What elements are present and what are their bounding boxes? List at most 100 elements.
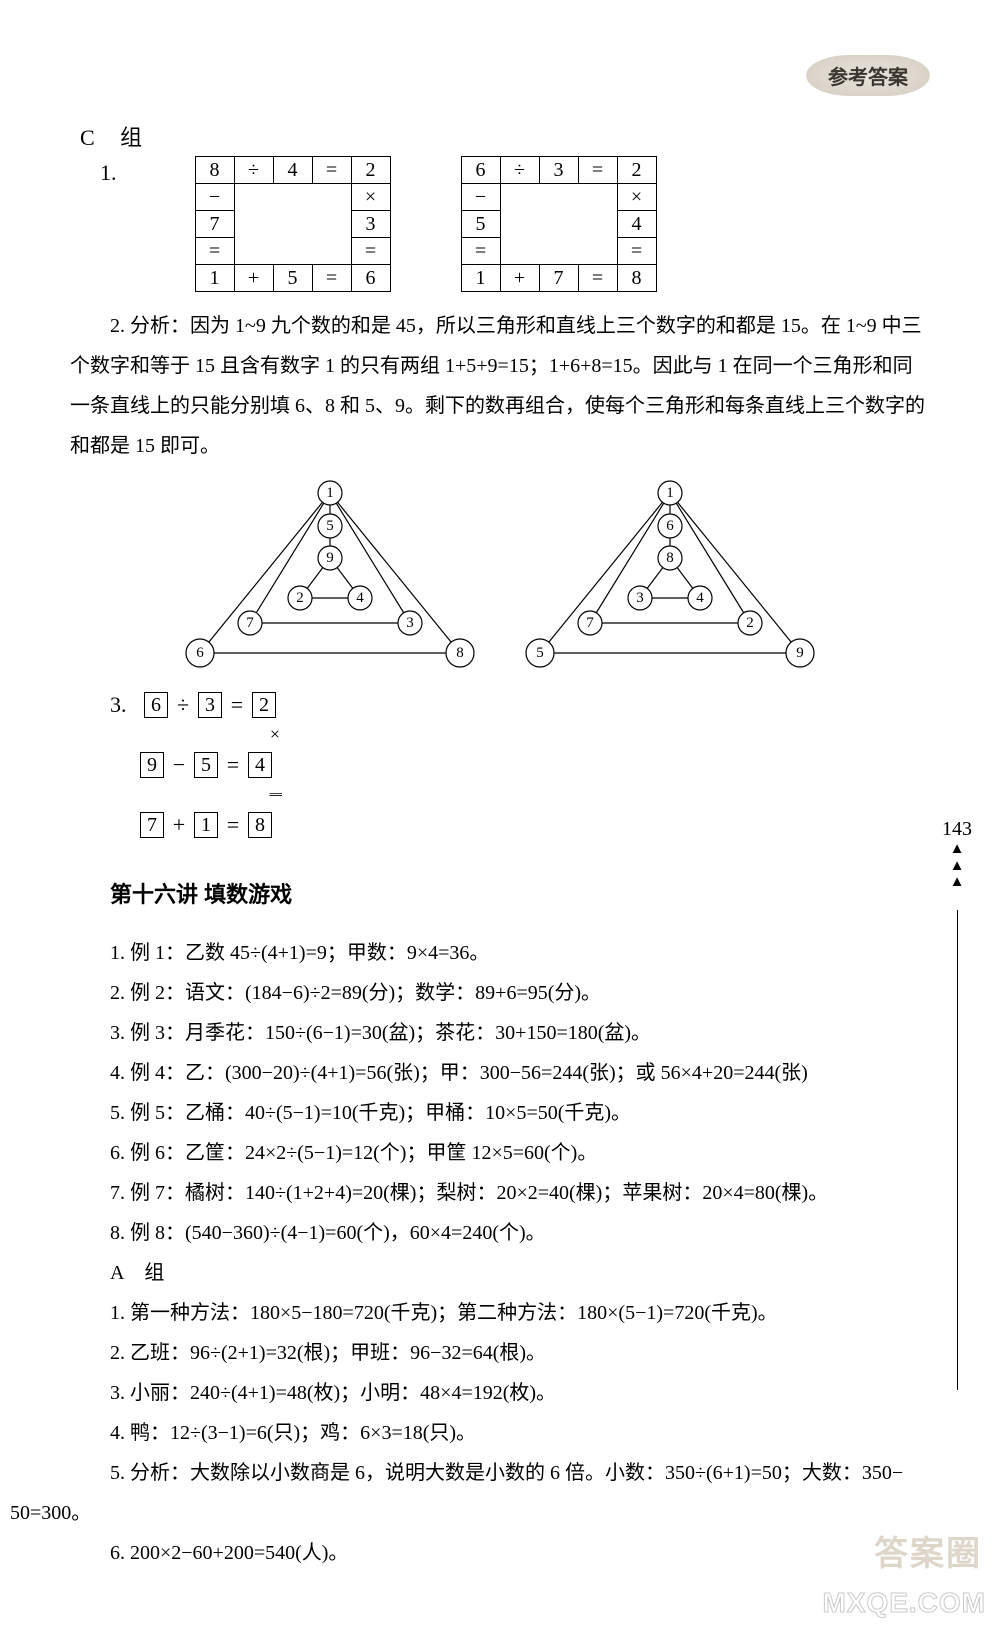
- chapter-title: 第十六讲 填数游戏: [110, 877, 940, 909]
- grid-cell: =: [195, 238, 234, 265]
- grid-cell: =: [351, 238, 390, 265]
- triangle-marker-icon: ▲: [942, 874, 972, 891]
- example-line: 3. 例 3：月季花：150÷(6−1)=30(盆)；茶花：30+150=180…: [110, 1013, 930, 1053]
- q3-op: +: [170, 808, 188, 841]
- svg-text:5: 5: [326, 518, 334, 534]
- q3-box: 7: [140, 812, 164, 838]
- grid-cell: 4: [273, 157, 312, 184]
- triangle-left: 159247368: [180, 478, 480, 668]
- grid-cell: =: [617, 238, 656, 265]
- grid-cell: [234, 238, 273, 265]
- svg-text:1: 1: [326, 485, 334, 501]
- grid-table-2: 6÷3=2−×54==1+7=8: [461, 156, 657, 292]
- q1-label: 1.: [100, 160, 117, 186]
- q2-analysis: 2. 分析：因为 1~9 九个数的和是 45，所以三角形和直线上三个数字的和都是…: [70, 306, 930, 466]
- group-a-label: A 组: [110, 1253, 930, 1293]
- group-a-line: 4. 鸭：12÷(3−1)=6(只)；鸡：6×3=18(只)。: [110, 1413, 930, 1453]
- q3-block: 3. 6 ÷ 3 = 2 × 9 − 5 = 4 ‖ 7 + 1 = 8: [110, 688, 940, 841]
- grid-cell: ×: [617, 184, 656, 211]
- triangle-diagrams: 159247368 168347259: [60, 478, 940, 668]
- grid-cell: [312, 211, 351, 238]
- example-line: 1. 例 1：乙数 45÷(4+1)=9；甲数：9×4=36。: [110, 933, 930, 973]
- grid-cell: ÷: [500, 157, 539, 184]
- grid-cell: ×: [351, 184, 390, 211]
- grid-cell: [273, 184, 312, 211]
- example-line: 5. 例 5：乙桶：40÷(5−1)=10(千克)；甲桶：10×5=50(千克)…: [110, 1093, 930, 1133]
- q3-box: 4: [248, 752, 272, 778]
- q3-box: 8: [248, 812, 272, 838]
- grid-cell: [500, 238, 539, 265]
- example-line: 7. 例 7：橘树：140÷(1+2+4)=20(棵)；梨树：20×2=40(棵…: [110, 1173, 930, 1213]
- q3-op: ÷: [174, 688, 192, 721]
- svg-text:1: 1: [666, 485, 674, 501]
- svg-text:2: 2: [296, 590, 304, 606]
- grid-cell: 8: [617, 265, 656, 292]
- q3-op: =: [224, 808, 242, 841]
- q3-box: 1: [194, 812, 218, 838]
- grid-cell: [312, 238, 351, 265]
- grid-cell: =: [312, 265, 351, 292]
- svg-text:2: 2: [746, 615, 754, 631]
- grid-cell: [273, 238, 312, 265]
- example-line: 8. 例 8：(540−360)÷(4−1)=60(个)，60×4=240(个)…: [110, 1213, 930, 1253]
- grid-cell: [312, 184, 351, 211]
- q3-op: −: [170, 748, 188, 781]
- grid-cell: +: [234, 265, 273, 292]
- q3-box: 9: [140, 752, 164, 778]
- group-a-line: 3. 小丽：240÷(4+1)=48(枚)；小明：48×4=192(枚)。: [110, 1373, 930, 1413]
- grid-cell: 2: [351, 157, 390, 184]
- page-number: 143: [942, 818, 972, 841]
- group-c-label: C 组: [80, 120, 940, 152]
- grid-cell: [578, 184, 617, 211]
- svg-text:9: 9: [326, 550, 334, 566]
- grid-cell: +: [500, 265, 539, 292]
- example-line: 4. 例 4：乙：(300−20)÷(4+1)=56(张)；甲：300−56=2…: [110, 1053, 930, 1093]
- grid-cell: [539, 211, 578, 238]
- grid-cell: 4: [617, 211, 656, 238]
- grid-cell: 7: [195, 211, 234, 238]
- svg-text:4: 4: [356, 590, 364, 606]
- q3-op: =: [224, 748, 242, 781]
- q3-box: 2: [252, 692, 276, 718]
- grid-cell: =: [312, 157, 351, 184]
- group-a-list: 1. 第一种方法：180×5−180=720(千克)；第二种方法：180×(5−…: [110, 1293, 930, 1493]
- q3-box: 6: [144, 692, 168, 718]
- svg-text:8: 8: [666, 550, 674, 566]
- svg-text:4: 4: [696, 590, 704, 606]
- grid-cell: 3: [539, 157, 578, 184]
- svg-text:6: 6: [666, 518, 674, 534]
- watermark-url: MXQE.COM: [822, 1587, 986, 1619]
- example-line: 2. 例 2：语文：(184−6)÷2=89(分)；数学：89+6=95(分)。: [110, 973, 930, 1013]
- grid-cell: [273, 211, 312, 238]
- group-a-line: 5. 分析：大数除以小数商是 6，说明大数是小数的 6 倍。小数：350÷(6+…: [110, 1453, 930, 1493]
- watermark-text: 答案圈: [874, 1526, 982, 1575]
- grid-cell: 8: [195, 157, 234, 184]
- grid-cell: −: [195, 184, 234, 211]
- examples-list: 1. 例 1：乙数 45÷(4+1)=9；甲数：9×4=36。2. 例 2：语文…: [110, 933, 930, 1253]
- grid-cell: ÷: [234, 157, 273, 184]
- grid-cell: [500, 211, 539, 238]
- triangle-marker-icon: ▲: [942, 841, 972, 858]
- svg-text:5: 5: [536, 645, 544, 661]
- group-a-last: 6. 200×2−60+200=540(人)。: [110, 1533, 930, 1573]
- q1-tables: 1. 8÷4=2−×73==1+5=6 6÷3=2−×54==1+7=8: [100, 156, 940, 292]
- q3-op: =: [228, 688, 246, 721]
- grid-cell: 6: [461, 157, 500, 184]
- svg-text:7: 7: [586, 615, 594, 631]
- side-rule: [957, 910, 958, 1390]
- group-a-line: 1. 第一种方法：180×5−180=720(千克)；第二种方法：180×(5−…: [110, 1293, 930, 1333]
- grid-cell: [578, 238, 617, 265]
- grid-cell: 3: [351, 211, 390, 238]
- grid-cell: =: [461, 238, 500, 265]
- svg-text:6: 6: [196, 645, 204, 661]
- grid-cell: 1: [195, 265, 234, 292]
- example-line: 6. 例 6：乙筐：24×2÷(5−1)=12(个)；甲筐 12×5=60(个)…: [110, 1133, 930, 1173]
- svg-text:3: 3: [406, 615, 414, 631]
- svg-text:9: 9: [796, 645, 804, 661]
- grid-cell: 5: [273, 265, 312, 292]
- q3-box: 3: [198, 692, 222, 718]
- q3-label: 3.: [110, 688, 127, 721]
- grid-table-1: 8÷4=2−×73==1+5=6: [195, 156, 391, 292]
- grid-cell: [539, 184, 578, 211]
- q3-box: 5: [194, 752, 218, 778]
